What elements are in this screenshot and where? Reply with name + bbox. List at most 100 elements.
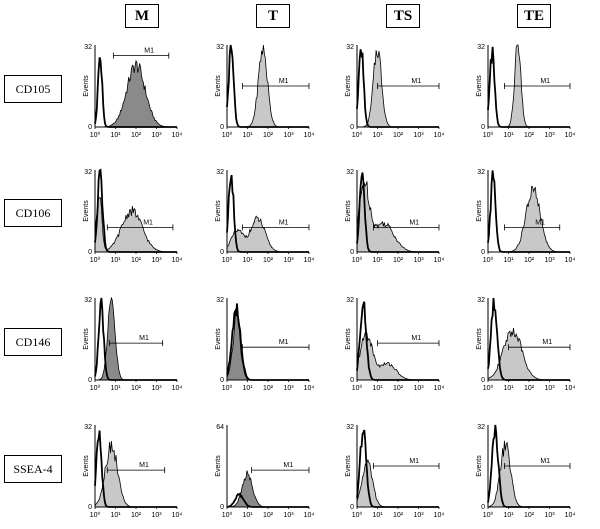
x-tick-label-3-cd105-te: 10³ (544, 132, 555, 139)
x-tick-label-3-cd106-te: 10³ (544, 257, 555, 264)
x-tick-label-4-ssea-4-ts: 10⁴ (434, 512, 445, 519)
x-tick-label-0-cd106-t: 10⁰ (222, 256, 233, 264)
y-tick-zero-cd146-t: 0 (220, 377, 224, 384)
x-tick-label-2-ssea-4-ts: 10² (393, 512, 404, 519)
column-header-te: TE (517, 4, 551, 28)
y-tick-zero-cd106-m: 0 (88, 249, 92, 256)
sample-histogram-ssea-4-te (487, 440, 570, 508)
x-tick-label-0-ssea-4-ts: 10⁰ (352, 511, 363, 519)
gate-label-cd146-te: M1 (542, 339, 552, 346)
x-tick-label-2-cd146-m: 10² (131, 385, 142, 392)
gate-label-cd146-m: M1 (139, 335, 149, 342)
x-tick-label-0-cd106-ts: 10⁰ (352, 256, 363, 264)
y-tick-zero-cd106-te: 0 (481, 249, 485, 256)
y-axis-label-cd105-t: Events (215, 75, 222, 97)
row-label-cd105: CD105 (4, 75, 62, 103)
sample-histogram-cd105-ts (357, 50, 439, 128)
y-axis-label-ssea-4-te: Events (476, 455, 483, 477)
y-tick-zero-cd146-ts: 0 (350, 377, 354, 384)
y-tick-zero-cd105-t: 0 (220, 124, 224, 131)
gate-label-cd105-ts: M1 (411, 78, 421, 85)
y-axis-label-cd146-ts: Events (345, 328, 352, 350)
x-tick-label-2-cd106-t: 10² (263, 257, 274, 264)
x-tick-label-0-ssea-4-m: 10⁰ (90, 511, 101, 519)
gate-label-cd106-m: M1 (143, 219, 153, 226)
x-tick-label-1-cd146-te: 10¹ (503, 385, 514, 392)
sample-histogram-cd106-ts (356, 181, 439, 253)
x-tick-label-1-ssea-4-m: 10¹ (110, 512, 121, 519)
x-tick-label-1-cd105-m: 10¹ (110, 132, 121, 139)
row-label-cd106: CD106 (4, 199, 62, 227)
y-axis-label-cd106-t: Events (215, 200, 222, 222)
y-tick-max-ssea-4-m: 32 (84, 424, 92, 431)
x-tick-label-0-ssea-4-t: 10⁰ (222, 511, 233, 519)
y-axis-label-cd106-te: Events (476, 200, 483, 222)
x-tick-label-3-ssea-4-ts: 10³ (413, 512, 424, 519)
x-tick-label-0-cd146-t: 10⁰ (222, 384, 233, 392)
x-tick-label-4-ssea-4-t: 10⁴ (304, 512, 315, 519)
column-header-m: M (125, 4, 159, 28)
x-tick-label-0-cd106-te: 10⁰ (483, 256, 494, 264)
y-axis-label-cd105-m: Events (83, 75, 90, 97)
gate-label-cd105-te: M1 (540, 78, 550, 85)
x-tick-label-0-cd105-t: 10⁰ (222, 131, 233, 139)
y-tick-max-cd106-m: 32 (84, 169, 92, 176)
x-tick-label-0-cd105-te: 10⁰ (483, 131, 494, 139)
y-axis-label-cd105-te: Events (476, 75, 483, 97)
gate-label-cd105-m: M1 (144, 48, 154, 55)
x-tick-label-4-cd106-t: 10⁴ (304, 257, 315, 264)
x-tick-label-4-cd105-te: 10⁴ (565, 132, 576, 139)
y-tick-zero-cd106-t: 0 (220, 249, 224, 256)
x-tick-label-2-cd106-te: 10² (524, 257, 535, 264)
x-tick-label-0-cd106-m: 10⁰ (90, 256, 101, 264)
y-tick-max-cd146-t: 32 (216, 297, 224, 304)
row-label-ssea-4: SSEA-4 (4, 455, 62, 483)
y-tick-zero-cd146-m: 0 (88, 377, 92, 384)
x-tick-label-4-cd146-m: 10⁴ (172, 385, 183, 392)
x-tick-label-0-cd146-te: 10⁰ (483, 384, 494, 392)
row-label-cd146: CD146 (4, 328, 62, 356)
y-tick-max-ssea-4-t: 64 (216, 424, 224, 431)
x-tick-label-0-cd146-m: 10⁰ (90, 384, 101, 392)
x-tick-label-4-cd105-t: 10⁴ (304, 132, 315, 139)
x-tick-label-3-cd106-ts: 10³ (413, 257, 424, 264)
x-tick-label-1-cd106-m: 10¹ (110, 257, 121, 264)
gate-label-ssea-4-m: M1 (139, 462, 149, 469)
x-tick-label-3-cd146-m: 10³ (151, 385, 162, 392)
x-tick-label-2-cd105-ts: 10² (393, 132, 404, 139)
x-tick-label-3-cd146-ts: 10³ (413, 385, 424, 392)
x-tick-label-3-cd146-te: 10³ (544, 385, 555, 392)
x-tick-label-3-cd105-t: 10³ (283, 132, 294, 139)
x-tick-label-2-cd105-t: 10² (263, 132, 274, 139)
y-axis-label-cd146-te: Events (476, 328, 483, 350)
y-tick-max-ssea-4-ts: 32 (346, 424, 354, 431)
x-tick-label-1-cd146-ts: 10¹ (372, 385, 383, 392)
sample-histogram-ssea-4-t (227, 470, 309, 508)
y-tick-max-cd105-te: 32 (477, 44, 485, 51)
x-tick-label-3-ssea-4-te: 10³ (544, 512, 555, 519)
x-tick-label-2-cd106-m: 10² (131, 257, 142, 264)
y-tick-max-cd106-t: 32 (216, 169, 224, 176)
x-tick-label-3-cd146-t: 10³ (283, 385, 294, 392)
x-tick-label-4-cd105-ts: 10⁴ (434, 132, 445, 139)
x-tick-label-2-cd146-t: 10² (263, 385, 274, 392)
x-tick-label-1-cd105-ts: 10¹ (372, 132, 383, 139)
x-tick-label-1-cd106-ts: 10¹ (372, 257, 383, 264)
y-axis-label-cd106-m: Events (83, 200, 90, 222)
x-tick-label-1-cd146-m: 10¹ (110, 385, 121, 392)
y-axis-label-cd146-m: Events (83, 328, 90, 350)
x-tick-label-3-cd106-m: 10³ (151, 257, 162, 264)
x-tick-label-0-cd105-ts: 10⁰ (352, 131, 363, 139)
x-tick-label-4-cd106-te: 10⁴ (565, 257, 576, 264)
y-tick-max-cd106-ts: 32 (346, 169, 354, 176)
control-histogram-cd105-te (487, 46, 570, 128)
y-tick-max-cd146-te: 32 (477, 297, 485, 304)
x-tick-label-1-cd146-t: 10¹ (242, 385, 253, 392)
gate-label-ssea-4-ts: M1 (409, 458, 419, 465)
x-tick-label-1-cd105-te: 10¹ (503, 132, 514, 139)
x-tick-label-1-cd106-t: 10¹ (242, 257, 253, 264)
x-tick-label-1-ssea-4-t: 10¹ (242, 512, 253, 519)
y-tick-max-ssea-4-te: 32 (477, 424, 485, 431)
